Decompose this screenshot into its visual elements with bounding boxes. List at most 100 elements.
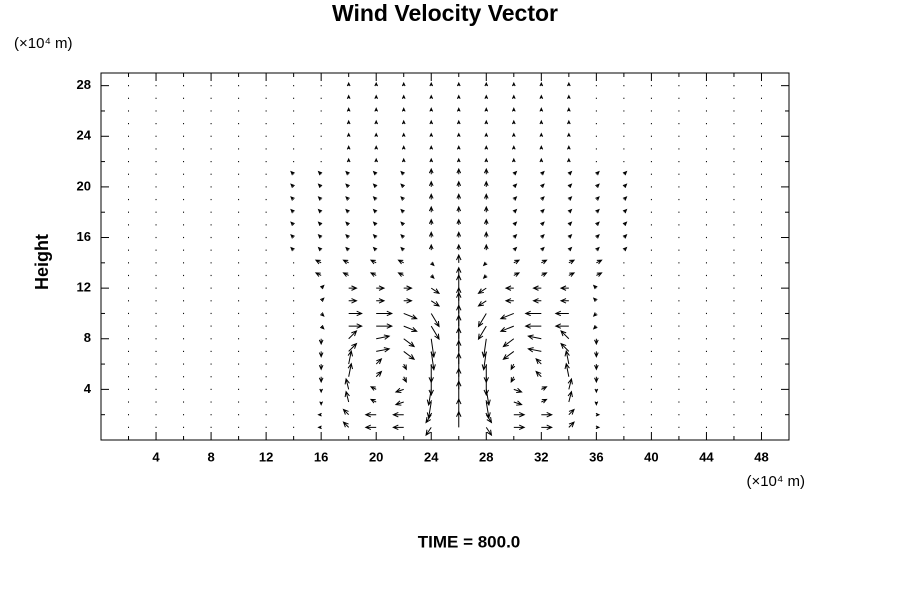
vector-arrow (397, 272, 404, 277)
vector-arrow (594, 338, 599, 346)
vector-arrow (456, 180, 462, 187)
x-tick-label: 8 (207, 449, 214, 464)
vector-arrow (429, 107, 434, 112)
vector-arrow (485, 414, 493, 424)
vector-arrow (314, 272, 322, 277)
y-tick-label: 24 (77, 128, 92, 143)
vector-arrow (428, 231, 434, 238)
vector-arrow (511, 107, 516, 112)
vector-arrow (567, 94, 571, 99)
vector-arrow (317, 425, 322, 430)
vector-arrow (595, 183, 600, 189)
vector-arrow (513, 411, 526, 418)
vector-arrow (369, 272, 377, 277)
vector-arrow (539, 145, 544, 150)
vector-arrow (290, 234, 295, 239)
vector-arrow (456, 94, 461, 99)
vector-arrow (345, 234, 350, 239)
vector-arrow (290, 246, 295, 252)
vector-arrow (541, 398, 548, 404)
vector-arrow (374, 107, 379, 112)
vector-arrow (400, 196, 405, 201)
vector-arrow (397, 259, 404, 265)
vector-arrow (320, 324, 325, 330)
vector-arrow (592, 284, 598, 290)
vector-arrow (567, 246, 573, 252)
vector-arrow (403, 325, 418, 333)
vector-arrow (401, 132, 406, 137)
vector-arrow (401, 94, 406, 99)
vector-arrow (400, 170, 405, 176)
vector-arrow (314, 259, 322, 265)
vector-arrow (484, 81, 489, 87)
vector-arrow (348, 310, 363, 317)
vector-arrow (346, 81, 351, 87)
vector-arrow (483, 205, 489, 213)
vector-arrow (348, 342, 358, 352)
vector-arrow (342, 408, 350, 416)
vector-arrow (622, 221, 628, 226)
vector-arrow (372, 196, 378, 201)
vector-arrow (456, 81, 461, 87)
vector-arrow (394, 400, 404, 406)
vector-arrow (430, 274, 435, 279)
vector-arrow (428, 205, 434, 213)
vector-arrow (540, 183, 545, 189)
vector-arrow (483, 218, 489, 225)
vector-arrow (504, 298, 514, 304)
vector-arrow (511, 145, 516, 150)
vector-arrow (345, 221, 350, 226)
vector-arrow (567, 145, 571, 150)
vector-arrow (320, 284, 325, 290)
y-tick-label: 16 (77, 229, 91, 244)
vector-arrow (554, 310, 569, 317)
vector-arrow (372, 170, 378, 176)
vector-arrow (376, 310, 394, 317)
vector-arrow (319, 401, 323, 406)
vector-arrow (403, 298, 413, 304)
vector-arrow (560, 342, 570, 352)
vector-arrow (559, 298, 569, 304)
vector-arrow (375, 358, 383, 365)
vector-arrow (483, 193, 489, 200)
y-unit-label: (×10⁴ m) (14, 35, 73, 52)
vector-arrow (513, 424, 526, 431)
vector-arrow (568, 421, 575, 428)
vector-arrow (622, 196, 628, 201)
vector-arrow (430, 325, 440, 341)
vector-arrow (401, 81, 406, 87)
vector-arrow (317, 221, 323, 226)
vector-arrow (400, 183, 405, 189)
vector-arrow (541, 259, 548, 265)
vector-arrow (346, 132, 351, 137)
vector-arrow (319, 388, 323, 394)
vector-arrow (622, 246, 628, 252)
vector-arrow (346, 145, 351, 150)
vector-arrow (568, 408, 575, 416)
vector-arrow (342, 259, 349, 265)
vector-arrow (535, 358, 542, 365)
vector-arrow (345, 196, 350, 201)
vector-arrow (524, 310, 542, 317)
vector-arrow (428, 218, 434, 225)
vector-arrow (342, 421, 350, 428)
vector-arrow (559, 285, 569, 291)
vector-arrow (595, 246, 600, 252)
vector-arrow (290, 170, 295, 176)
vector-arrow (482, 274, 488, 279)
vector-arrow (485, 427, 493, 437)
vector-arrow (456, 119, 461, 125)
vector-arrow (290, 196, 295, 201)
vector-arrow (564, 349, 570, 365)
vector-arrow (510, 376, 516, 384)
vector-arrow (456, 145, 461, 150)
vector-arrow (524, 323, 542, 329)
vector-arrow (429, 145, 434, 150)
vector-arrow (456, 266, 462, 276)
vector-arrow (594, 388, 599, 394)
vector-arrow (484, 119, 489, 125)
vector-arrow (320, 297, 325, 302)
vector-arrow (511, 94, 516, 99)
vector-arrow (346, 119, 351, 125)
